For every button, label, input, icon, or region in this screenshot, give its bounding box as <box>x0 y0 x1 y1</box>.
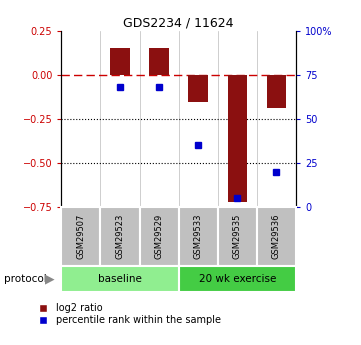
Legend: log2 ratio, percentile rank within the sample: log2 ratio, percentile rank within the s… <box>34 303 221 325</box>
Text: 20 wk exercise: 20 wk exercise <box>199 274 276 284</box>
Title: GDS2234 / 11624: GDS2234 / 11624 <box>123 17 234 30</box>
Text: GSM29533: GSM29533 <box>194 214 203 259</box>
Bar <box>267 75 286 108</box>
Text: baseline: baseline <box>98 274 142 284</box>
Bar <box>257 207 296 266</box>
Bar <box>61 266 179 292</box>
Text: GSM29523: GSM29523 <box>116 214 125 259</box>
Text: GSM29536: GSM29536 <box>272 214 281 259</box>
Text: GSM29535: GSM29535 <box>233 214 242 259</box>
Bar <box>149 48 169 75</box>
Bar <box>227 75 247 202</box>
Text: ▶: ▶ <box>45 272 55 285</box>
Text: protocol: protocol <box>4 274 46 284</box>
Bar <box>218 207 257 266</box>
Text: GSM29529: GSM29529 <box>155 214 164 259</box>
Text: GSM29507: GSM29507 <box>77 214 86 259</box>
Bar <box>110 48 130 75</box>
Bar <box>140 207 179 266</box>
Bar <box>179 207 218 266</box>
Bar <box>179 266 296 292</box>
Bar <box>100 207 140 266</box>
Bar <box>188 75 208 102</box>
Bar <box>61 207 100 266</box>
